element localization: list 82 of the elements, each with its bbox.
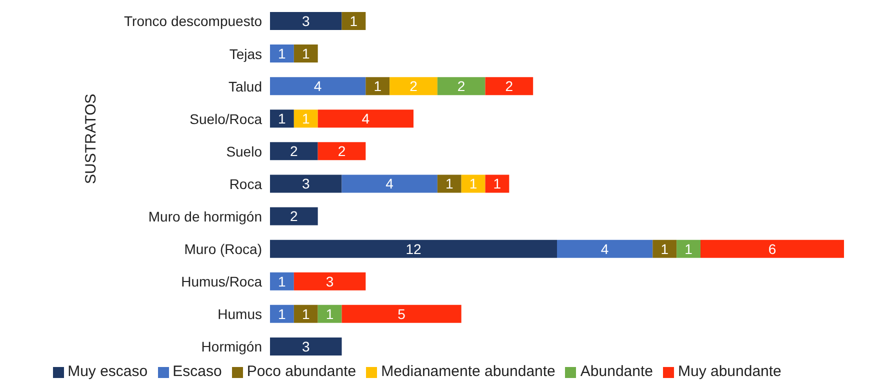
y-axis-title: SUSTRATOS bbox=[82, 94, 100, 184]
bar bbox=[294, 304, 318, 323]
data-label: 1 bbox=[302, 110, 310, 127]
data-label: 1 bbox=[302, 46, 310, 62]
data-label: 1 bbox=[326, 306, 334, 322]
data-label: 4 bbox=[600, 240, 609, 257]
data-label: 3 bbox=[326, 273, 334, 290]
bar bbox=[676, 240, 700, 258]
data-label: 1 bbox=[684, 240, 693, 257]
bar bbox=[270, 174, 342, 193]
y-tick-label: Muro (Roca) bbox=[184, 241, 262, 258]
y-tick-label: Humus/Roca bbox=[181, 274, 262, 290]
legend-label: Muy escaso bbox=[68, 363, 148, 380]
legend-label: Escaso bbox=[172, 363, 222, 380]
data-label: 1 bbox=[469, 176, 478, 192]
data-label: 1 bbox=[445, 176, 454, 192]
bar bbox=[461, 174, 486, 193]
bar bbox=[437, 174, 462, 193]
data-label: 1 bbox=[350, 12, 358, 29]
bar bbox=[270, 207, 318, 226]
legend-label: Abundante bbox=[580, 363, 653, 380]
data-label: 1 bbox=[302, 306, 310, 322]
data-label: 4 bbox=[386, 176, 394, 192]
bar bbox=[294, 44, 318, 63]
y-tick-label: Tronco descompuesto bbox=[124, 13, 262, 30]
y-tick-label: Humus bbox=[218, 306, 262, 322]
bar bbox=[342, 12, 366, 30]
bar bbox=[270, 142, 318, 160]
bar bbox=[318, 304, 342, 323]
y-tick-label: Hormigón bbox=[201, 338, 262, 355]
data-label: 1 bbox=[278, 273, 286, 290]
data-label: 2 bbox=[505, 78, 514, 94]
bar bbox=[294, 272, 366, 290]
data-label: 2 bbox=[410, 78, 418, 94]
data-label: 1 bbox=[278, 306, 286, 322]
bar bbox=[485, 77, 534, 96]
data-label: 3 bbox=[302, 338, 310, 354]
bar bbox=[270, 272, 294, 290]
bar bbox=[390, 77, 438, 96]
bar bbox=[485, 174, 510, 193]
bar bbox=[270, 240, 557, 258]
data-label: 1 bbox=[278, 110, 286, 127]
bar bbox=[270, 110, 294, 128]
bar bbox=[700, 240, 844, 258]
y-tick-label: Suelo bbox=[226, 143, 262, 160]
bar bbox=[270, 77, 366, 96]
y-tick-label: Suelo/Roca bbox=[190, 110, 262, 127]
data-label: 1 bbox=[278, 46, 286, 62]
data-label: 2 bbox=[338, 143, 346, 160]
data-label: 2 bbox=[457, 78, 466, 94]
data-label: 3 bbox=[302, 176, 310, 192]
data-label: 4 bbox=[362, 110, 370, 127]
bar bbox=[366, 77, 390, 96]
legend-label: Muy abundante bbox=[678, 363, 782, 380]
y-tick-label: Muro de hormigón bbox=[148, 208, 262, 225]
data-label: 1 bbox=[660, 240, 669, 257]
data-label: 6 bbox=[768, 240, 776, 257]
legend-label: Poco abundante bbox=[246, 363, 356, 380]
bar bbox=[318, 142, 366, 160]
bar bbox=[318, 110, 414, 128]
bar bbox=[270, 337, 342, 356]
legend-label: Medianamente abundante bbox=[381, 363, 556, 380]
data-label: 4 bbox=[314, 78, 322, 94]
data-label: 2 bbox=[290, 143, 298, 160]
bar bbox=[557, 240, 653, 258]
bar bbox=[437, 77, 486, 96]
y-tick-label: Tejas bbox=[229, 46, 262, 62]
data-label: 3 bbox=[302, 12, 310, 29]
data-label: 12 bbox=[406, 240, 422, 257]
y-tick-label: Roca bbox=[229, 176, 262, 192]
bar bbox=[652, 240, 677, 258]
bar bbox=[270, 44, 294, 63]
data-label: 1 bbox=[374, 78, 382, 94]
bar bbox=[342, 174, 438, 193]
data-label: 5 bbox=[398, 306, 406, 322]
data-label: 1 bbox=[493, 176, 502, 192]
data-label: 2 bbox=[290, 208, 298, 224]
bar bbox=[270, 12, 342, 30]
bar bbox=[294, 110, 318, 128]
y-tick-label: Talud bbox=[228, 78, 262, 94]
bar bbox=[270, 304, 294, 323]
bar bbox=[342, 304, 462, 323]
